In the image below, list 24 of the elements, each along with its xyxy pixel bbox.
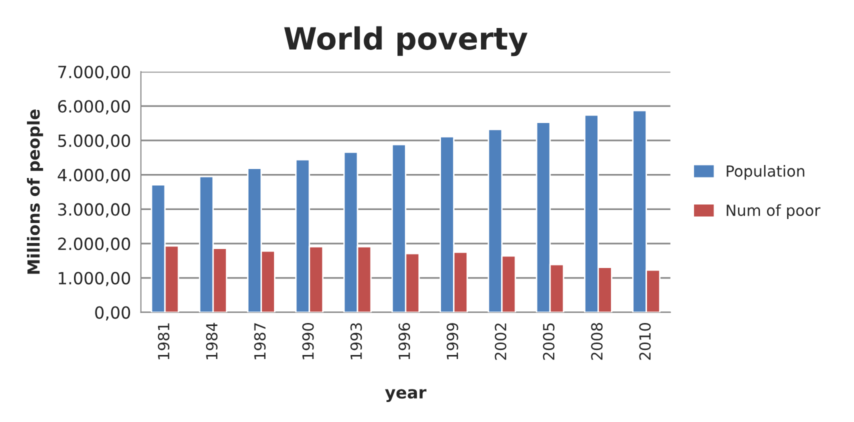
legend-label: Num of poor bbox=[726, 204, 820, 220]
x-tick-label: 2010 bbox=[639, 323, 651, 360]
y-tick-label: 4.000,00 bbox=[58, 168, 130, 184]
x-tick-label: 1996 bbox=[398, 322, 410, 360]
y-tick-label: 7.000,00 bbox=[58, 66, 130, 80]
y-tick-label: 0,00 bbox=[95, 306, 130, 321]
y-tick-label: 1.000,00 bbox=[58, 272, 130, 286]
x-tick-label: 2008 bbox=[591, 323, 603, 360]
x-tick-label: 2005 bbox=[542, 323, 554, 360]
x-tick-label: 1990 bbox=[302, 323, 314, 360]
x-tick-label: 1999 bbox=[446, 323, 458, 360]
x-axis-title: year bbox=[385, 389, 426, 402]
y-axis-title: Millions of people bbox=[26, 110, 44, 274]
x-tick-label: 1993 bbox=[350, 323, 362, 360]
x-tick-label: 1987 bbox=[254, 323, 266, 360]
x-tick-label: 2002 bbox=[494, 324, 506, 360]
y-tick-label: 3.000,00 bbox=[58, 203, 130, 218]
x-tick-label: 1984 bbox=[206, 322, 218, 360]
y-tick-label: 5.000,00 bbox=[58, 134, 130, 149]
x-tick-label: 1981 bbox=[158, 323, 170, 360]
y-tick-label: 6.000,00 bbox=[58, 100, 130, 114]
chart-title: World poverty bbox=[284, 26, 528, 56]
legend-label: Population bbox=[726, 165, 804, 180]
y-tick-label: 2.000,00 bbox=[58, 238, 130, 252]
